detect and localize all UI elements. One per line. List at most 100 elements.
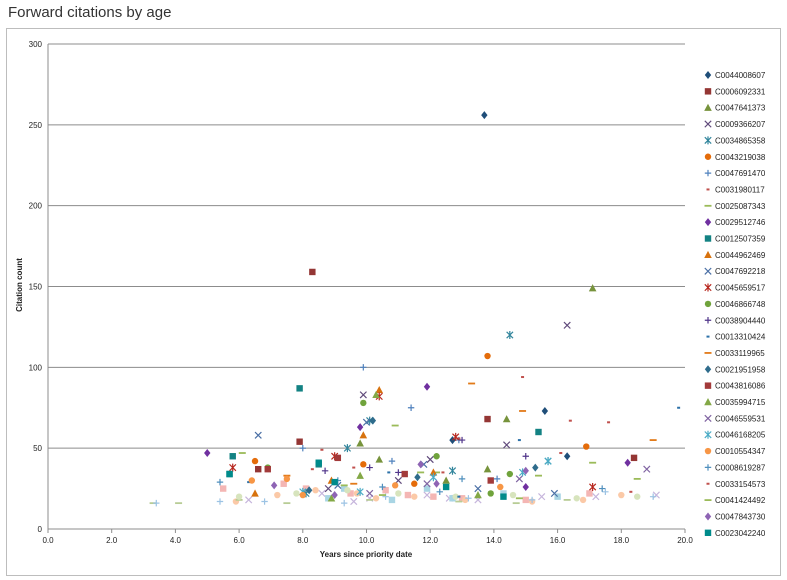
data-point [318, 489, 326, 498]
data-point [448, 466, 457, 475]
data-point [588, 284, 597, 292]
data-point [629, 490, 633, 493]
data-point [391, 424, 399, 427]
data-point [411, 493, 418, 500]
legend-marker [704, 365, 712, 374]
x-tick-label: 6.0 [234, 536, 246, 545]
legend-label: C0033154573 [715, 480, 766, 489]
data-point [321, 467, 329, 474]
legend-marker [704, 153, 712, 160]
legend-label: C0043219038 [715, 153, 766, 162]
data-point [452, 432, 460, 441]
data-point [299, 491, 306, 499]
data-point [417, 460, 424, 469]
data-point [602, 488, 609, 496]
data-point [411, 480, 418, 487]
legend-label: C0047692218 [715, 267, 766, 276]
data-point [515, 497, 523, 500]
data-point [331, 491, 338, 500]
data-point [429, 473, 438, 482]
legend-label: C0047691470 [715, 169, 766, 178]
data-point [334, 454, 342, 462]
data-point [331, 478, 338, 486]
data-point [245, 496, 253, 504]
data-points [149, 111, 681, 507]
legend-label: C0025087343 [715, 202, 766, 211]
x-tick-label: 16.0 [550, 536, 566, 545]
data-point [502, 415, 511, 423]
data-point [589, 482, 597, 491]
data-point [474, 491, 482, 499]
data-point [356, 487, 364, 496]
data-point [387, 471, 391, 474]
data-point [433, 453, 440, 460]
legend-label: C0023042240 [715, 529, 766, 538]
data-point [474, 484, 482, 493]
data-point [350, 497, 358, 506]
data-point [550, 489, 559, 498]
data-point [341, 499, 348, 507]
data-point [372, 390, 380, 399]
data-point [538, 493, 546, 501]
y-axis-title: Citation count [15, 258, 24, 312]
data-point [544, 457, 552, 466]
legend-marker [706, 482, 710, 485]
data-point [283, 475, 291, 483]
x-tick-label: 0.0 [42, 536, 54, 545]
data-point [500, 493, 507, 500]
data-point [270, 481, 278, 490]
data-point [652, 491, 660, 499]
data-point [579, 496, 587, 504]
legend-marker [704, 120, 712, 128]
data-point [296, 438, 303, 445]
y-tick-label: 300 [29, 40, 43, 49]
data-point [341, 485, 348, 492]
legend-label: C0033119965 [715, 349, 765, 358]
data-point [312, 487, 319, 494]
x-tick-label: 10.0 [359, 536, 375, 545]
legend-label: C0038904440 [715, 316, 766, 325]
data-point [643, 465, 651, 473]
legend-label: C0044008607 [715, 71, 766, 80]
legend-marker [704, 529, 712, 536]
data-point [254, 431, 262, 439]
axes [47, 44, 686, 533]
data-point [340, 484, 348, 487]
legend-label: C0041424492 [715, 496, 766, 505]
data-point [586, 490, 593, 497]
data-point [350, 482, 358, 485]
data-point [375, 455, 384, 463]
data-point [388, 496, 396, 504]
legend-marker [704, 447, 712, 455]
legend-marker [704, 250, 712, 259]
legend-label: C0044962469 [715, 251, 766, 260]
data-point [677, 406, 681, 409]
data-point [634, 493, 641, 500]
data-point [423, 485, 431, 492]
legend-marker [704, 283, 712, 292]
legend-label: C0045659517 [715, 284, 766, 293]
data-point [522, 466, 529, 475]
data-point [618, 491, 625, 499]
x-tick-label: 4.0 [170, 536, 182, 545]
data-point [483, 465, 492, 473]
data-point [153, 499, 160, 507]
data-point [441, 471, 445, 474]
legend-marker [704, 382, 712, 389]
data-point [320, 448, 324, 451]
data-point [293, 490, 300, 497]
data-point [362, 418, 371, 426]
data-point [299, 444, 306, 452]
data-point [532, 463, 539, 472]
data-point [382, 487, 389, 494]
data-point [458, 495, 466, 502]
x-tick-label: 18.0 [614, 536, 630, 545]
data-point [305, 486, 313, 495]
data-point [353, 490, 361, 497]
data-point [430, 493, 437, 500]
y-tick-label: 100 [29, 363, 43, 372]
data-point [522, 496, 529, 504]
data-point [204, 449, 211, 458]
legend-marker [704, 317, 712, 324]
